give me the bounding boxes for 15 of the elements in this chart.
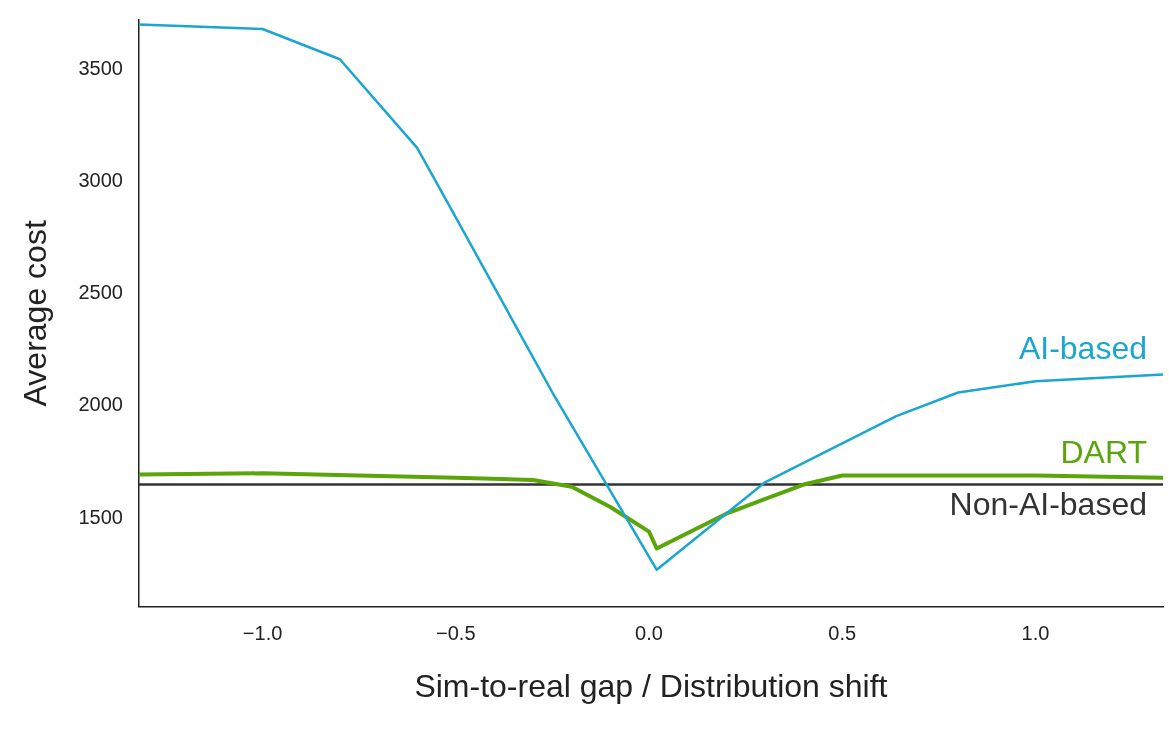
y-tick-label: 2500 xyxy=(78,281,123,304)
x-tick-label: 0.0 xyxy=(635,622,663,645)
series-label: Non-AI-based xyxy=(949,486,1147,523)
y-tick-label: 3500 xyxy=(78,56,123,79)
series-label: DART xyxy=(1060,433,1147,470)
x-tick-label: 1.0 xyxy=(1021,622,1050,645)
x-tick-label: 0.5 xyxy=(828,622,857,645)
series-label: AI-based xyxy=(1018,330,1147,367)
x-axis-title: Sim-to-real gap / Distribution shift xyxy=(414,667,888,704)
y-tick-label: 1500 xyxy=(78,505,123,528)
y-tick-label: 3000 xyxy=(78,169,123,192)
y-axis-title: Average cost xyxy=(17,220,54,407)
x-tick-label: −1.0 xyxy=(242,622,283,645)
x-tick-label: −0.5 xyxy=(436,622,476,645)
y-tick-label: 2000 xyxy=(78,393,123,416)
